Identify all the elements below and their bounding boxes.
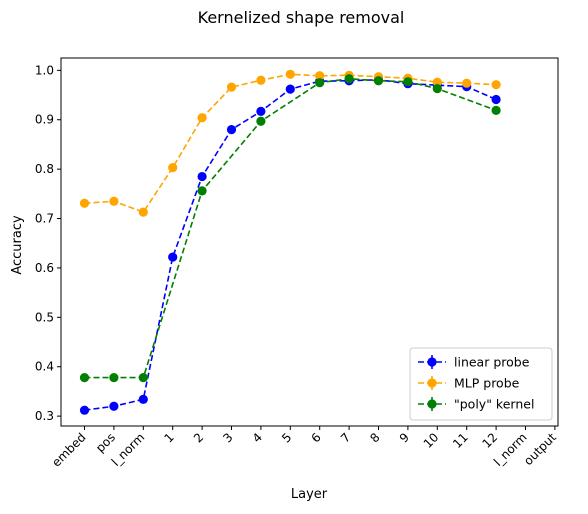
data-point [491, 80, 501, 90]
data-point [256, 75, 266, 85]
data-point [491, 94, 501, 105]
data-point [138, 372, 148, 383]
data-point [109, 196, 119, 206]
data-point [79, 405, 90, 415]
x-tick-label: l_norm [109, 430, 148, 469]
data-point [197, 113, 207, 123]
legend: linear probe MLP probe "poly" kernel [409, 347, 553, 421]
x-tick-label: 3 [220, 430, 235, 445]
y-tick-label: 0.3 [35, 409, 54, 423]
data-point [168, 252, 178, 262]
x-tick-label: 12 [480, 430, 501, 451]
x-tick-label: 2 [191, 430, 206, 445]
data-point [226, 82, 237, 92]
data-point [168, 163, 178, 173]
x-tick-label: 7 [338, 430, 353, 445]
data-point [79, 198, 90, 208]
data-series [79, 69, 501, 415]
data-point [285, 84, 295, 94]
x-tick-label: 5 [279, 430, 294, 445]
y-axis-label: Accuracy [10, 215, 25, 275]
x-tick-label: 8 [367, 430, 382, 445]
legend-label: "poly" kernel [454, 397, 534, 412]
y-tick-label: 0.6 [35, 261, 54, 275]
data-point [197, 186, 207, 196]
data-point [197, 171, 207, 182]
legend-box [409, 347, 553, 421]
y-tick-label: 1.0 [35, 63, 54, 77]
data-point [138, 394, 148, 404]
series-group [79, 75, 501, 415]
data-point [403, 77, 413, 87]
x-tick-label: 11 [450, 430, 471, 451]
data-point [491, 105, 501, 115]
data-point [432, 77, 442, 87]
x-tick-label: 10 [421, 430, 442, 451]
series-group [79, 74, 501, 383]
x-tick-label: 1 [162, 430, 177, 445]
chart-title: Kernelized shape removal [198, 8, 405, 27]
data-point [344, 74, 354, 84]
legend-marker [427, 399, 437, 409]
y-tick-label: 0.7 [35, 212, 54, 226]
x-axis-label: Layer [291, 487, 328, 502]
data-point [432, 84, 442, 94]
data-point [285, 69, 295, 79]
series-line [84, 77, 497, 379]
x-tick-label: output [521, 430, 559, 468]
y-tick-label: 0.4 [35, 360, 54, 374]
data-point [256, 106, 266, 116]
legend-marker [427, 378, 437, 388]
legend-label: linear probe [454, 355, 530, 370]
x-tick-label: 4 [250, 430, 265, 445]
x-tick-label: 9 [397, 430, 412, 445]
legend-marker [427, 357, 437, 367]
data-point [373, 76, 384, 86]
data-point [109, 372, 119, 383]
y-tick-label: 0.5 [35, 310, 54, 324]
data-point [315, 71, 325, 81]
x-tick-label: embed [49, 430, 88, 469]
series-line [84, 73, 497, 214]
x-tick-label: pos [93, 430, 118, 455]
y-tick-label: 0.9 [35, 113, 54, 127]
data-point [462, 78, 472, 88]
x-tick-label: 6 [309, 430, 324, 445]
plot-area-frame [60, 57, 559, 427]
data-point [256, 116, 266, 126]
x-tick-label: l_norm [491, 430, 530, 469]
data-point [109, 401, 119, 411]
y-tick-label: 0.8 [35, 162, 54, 176]
data-point [79, 372, 90, 383]
data-point [315, 78, 325, 88]
data-point [138, 207, 148, 217]
legend-label: MLP probe [454, 376, 520, 391]
data-point [226, 125, 237, 135]
